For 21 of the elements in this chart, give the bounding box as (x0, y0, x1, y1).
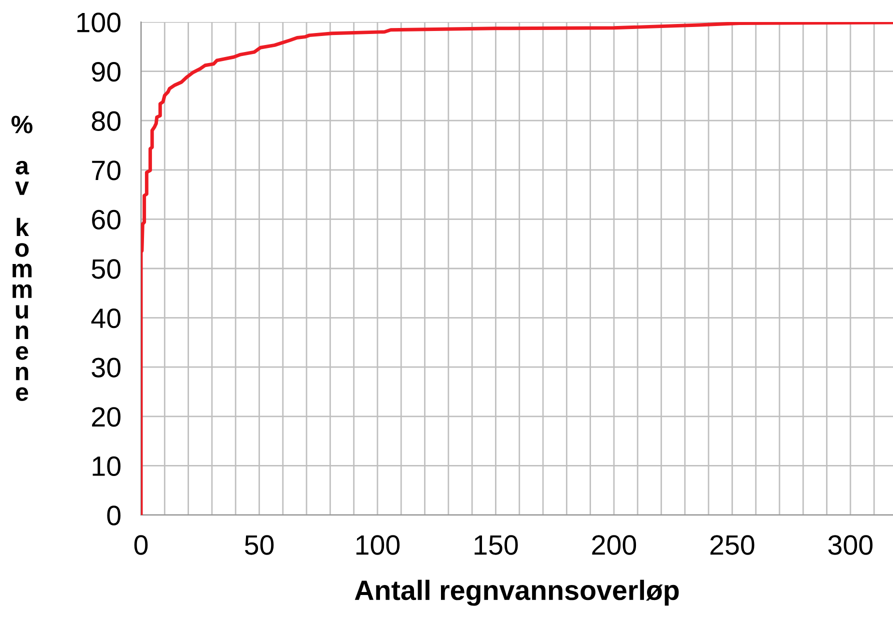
y-tick-label: 60 (92, 210, 120, 230)
y-tick-label: 40 (91, 308, 120, 328)
y-tick-label: 30 (92, 358, 120, 378)
line-series (141, 22, 893, 515)
y-tick-label: 80 (92, 111, 120, 131)
y-tick-label: 20 (92, 407, 120, 427)
x-tick-label: 300 (828, 535, 873, 555)
y-tick-label: 100 (77, 12, 120, 32)
y-tick-label: 0 (107, 506, 120, 526)
x-tick-label: 200 (592, 535, 636, 555)
x-tick-label: 50 (244, 535, 274, 555)
y-tick-label: 50 (92, 259, 120, 279)
x-axis-title: Antall regnvannsoverløp (354, 580, 679, 606)
x-tick-label: 0 (134, 535, 148, 555)
text: % av kommunene (12, 116, 32, 401)
x-tick-label: 250 (710, 535, 754, 555)
y-tick-label: 70 (92, 160, 120, 180)
y-tick-label: 10 (92, 456, 120, 476)
y-tick-label: 90 (92, 62, 120, 82)
x-tick-label: 150 (474, 535, 518, 555)
x-tick-label: 100 (356, 535, 400, 555)
